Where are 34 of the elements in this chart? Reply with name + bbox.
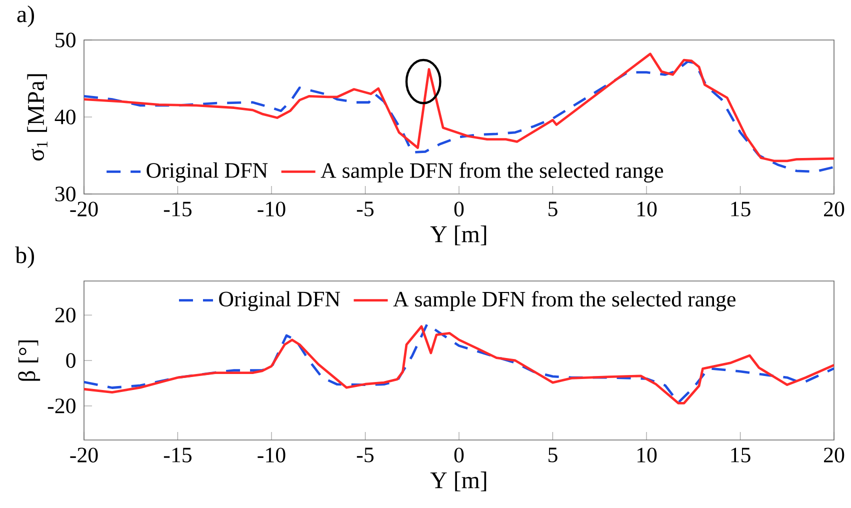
y-tick-label: 20 [55,308,76,322]
x-tick-label: 10 [637,202,657,216]
x-tick-label: -10 [258,448,286,462]
x-tick-label: 10 [637,448,657,462]
x-tick-label: -15 [164,202,192,216]
y-axis-title: β [°] [18,340,40,381]
y-tick-label: 50 [56,32,76,48]
x-tick-label: 20 [824,202,844,216]
y-tick-label: 40 [54,110,76,124]
legend-label: Original DFN [219,291,340,311]
x-tick-label: -10 [258,202,286,216]
x-tick-label: -20 [70,448,98,462]
x-tick-label: 0 [454,202,464,216]
x-tick-label: 5 [548,448,558,462]
legend-label: Original DFN [146,162,268,182]
chart-title: b) [15,246,34,268]
chart-title: a) [17,5,34,28]
x-tick-label: -5 [356,448,374,462]
x-tick-label: 20 [824,448,844,462]
y-tick-label: -20 [48,398,76,414]
y-axis-title: σ$_{1}$ [MPa] [27,74,48,161]
y-tick-label: 0 [66,353,76,368]
x-tick-label: -20 [70,202,98,216]
x-axis-title: Y [m] [430,226,486,246]
y-tick-label: 30 [55,186,76,202]
x-tick-label: 15 [731,202,750,216]
x-axis-title: Y [m] [430,472,486,492]
legend-label: A sample DFN from the selected range [320,162,664,182]
x-tick-label: -5 [356,202,374,216]
x-tick-label: -15 [164,448,192,462]
legend-label: A sample DFN from the selected range [393,290,736,312]
x-tick-label: 15 [731,448,750,462]
x-tick-label: 0 [454,448,464,462]
x-tick-label: 5 [548,202,558,216]
